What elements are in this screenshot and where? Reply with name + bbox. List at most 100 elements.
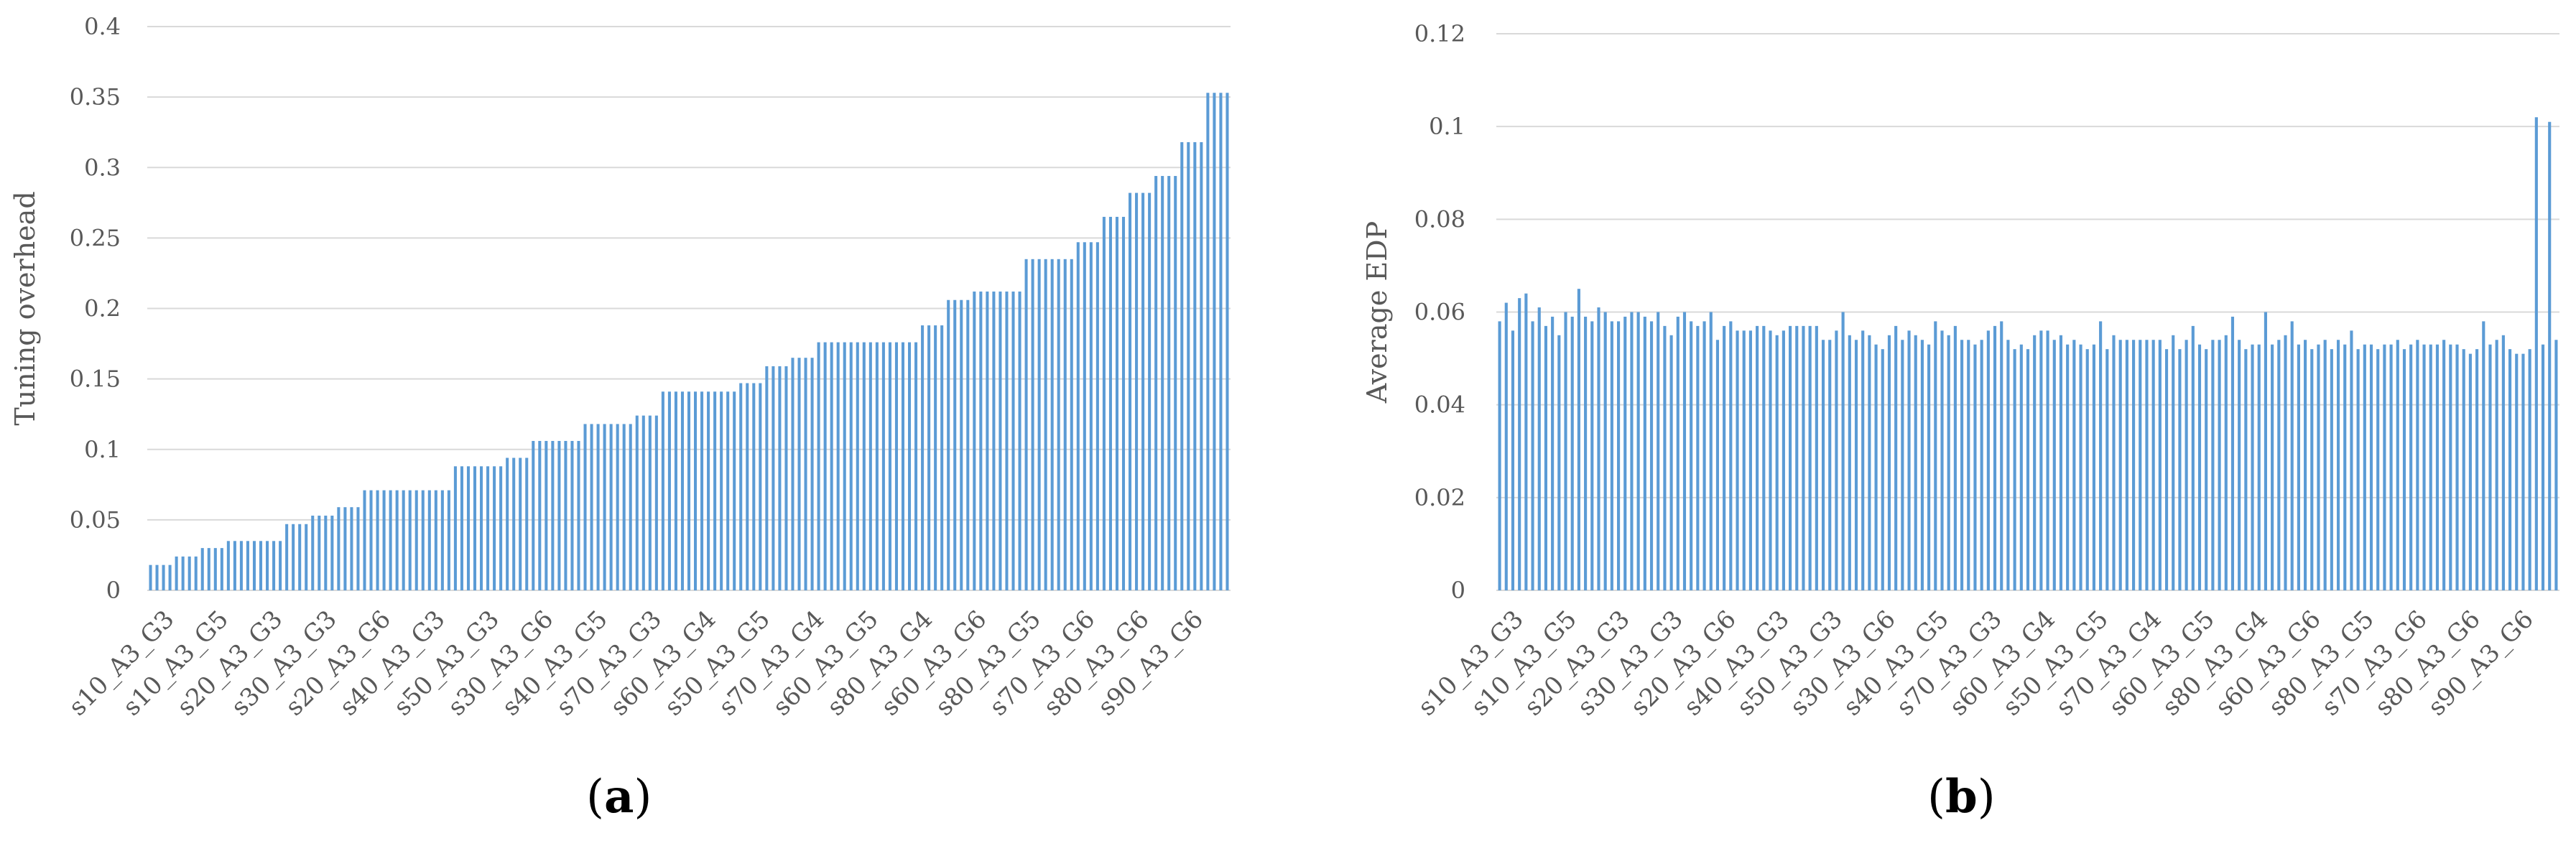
bar [1121, 216, 1126, 590]
bar [881, 342, 885, 590]
bar [162, 564, 165, 590]
bar [1180, 141, 1184, 590]
y-tick-label: 0.1 [84, 436, 121, 463]
bar [1715, 340, 1720, 590]
bar [2363, 344, 2366, 590]
bar [1821, 340, 1825, 590]
bar [1537, 307, 1541, 590]
bar [2072, 340, 2076, 590]
bar [1907, 330, 1911, 590]
bar [1835, 330, 1838, 590]
y-tick-label: 0.15 [70, 366, 121, 393]
y-tick-label: 0.1 [1429, 113, 1465, 140]
bar [2495, 340, 2498, 590]
y-tick-label: 0.12 [1414, 20, 1465, 47]
panel-label-b-letter: b [1945, 770, 1978, 824]
bar [2402, 349, 2406, 590]
bar [1200, 141, 1203, 590]
bar [843, 342, 846, 590]
bar [1815, 325, 1818, 591]
bar [2238, 340, 2241, 590]
bar [797, 358, 801, 590]
bar [480, 466, 483, 590]
bar [603, 424, 606, 590]
bar [2449, 344, 2452, 590]
bar [330, 515, 334, 590]
bar [226, 541, 230, 590]
bar [2211, 340, 2215, 590]
bar [2343, 344, 2347, 590]
bar [427, 490, 431, 590]
bar [2257, 344, 2261, 590]
bar [525, 457, 529, 590]
bar [1736, 330, 1739, 590]
bar [2151, 340, 2155, 590]
bar [434, 490, 437, 590]
bar [557, 440, 561, 590]
panel-label-a: (a) [586, 770, 652, 824]
bar [629, 424, 632, 590]
bar [181, 556, 185, 590]
bar [408, 490, 412, 590]
bar [1848, 335, 1851, 590]
bar [817, 342, 820, 590]
bar [2396, 340, 2399, 590]
bar [577, 440, 580, 590]
bar [1742, 330, 1746, 590]
bar [2508, 349, 2512, 590]
bar [252, 541, 256, 590]
bar [2039, 330, 2043, 590]
bar [168, 564, 172, 590]
bar [836, 342, 840, 590]
bar [752, 383, 756, 590]
bar [369, 490, 373, 590]
bar [1610, 321, 1613, 590]
bar [532, 440, 535, 590]
bar [1141, 192, 1145, 591]
bar [298, 524, 302, 590]
bar [862, 342, 866, 590]
bar [1960, 340, 1964, 590]
bar [460, 466, 463, 590]
bar [784, 366, 788, 590]
bar [1226, 93, 1229, 591]
bar [421, 490, 425, 590]
bar [1089, 242, 1093, 590]
bar [1557, 335, 1561, 590]
bar [395, 490, 399, 590]
y-tick-label: 0.35 [70, 83, 121, 111]
bar [1590, 321, 1594, 590]
bar [318, 515, 321, 590]
bar [311, 515, 315, 590]
bar [1881, 349, 1884, 590]
bar [759, 383, 762, 590]
bar [155, 564, 159, 590]
bar [2541, 344, 2545, 590]
bar [285, 524, 289, 590]
bar [2409, 344, 2413, 590]
bar [2442, 340, 2446, 590]
y-tick-label: 0.04 [1414, 391, 1465, 419]
bar [570, 440, 574, 590]
bar [894, 342, 898, 590]
bar [1702, 321, 1706, 590]
y-tick-label: 0.08 [1414, 205, 1465, 233]
bar [512, 457, 516, 590]
bar [1980, 340, 1983, 590]
bar [1696, 325, 1700, 591]
bar [1973, 344, 1977, 590]
bar [1682, 312, 1687, 590]
bar [590, 424, 593, 590]
bar [2422, 344, 2426, 590]
bar [1083, 242, 1086, 590]
bar [175, 556, 178, 590]
panel-label-a-open: ( [586, 771, 604, 824]
bar [2145, 340, 2149, 590]
bar [233, 541, 236, 590]
bar [674, 391, 677, 590]
bar [1603, 312, 1607, 590]
bar [1584, 316, 1588, 590]
bar [849, 342, 853, 590]
bar [1524, 293, 1528, 590]
bar [2218, 340, 2221, 590]
